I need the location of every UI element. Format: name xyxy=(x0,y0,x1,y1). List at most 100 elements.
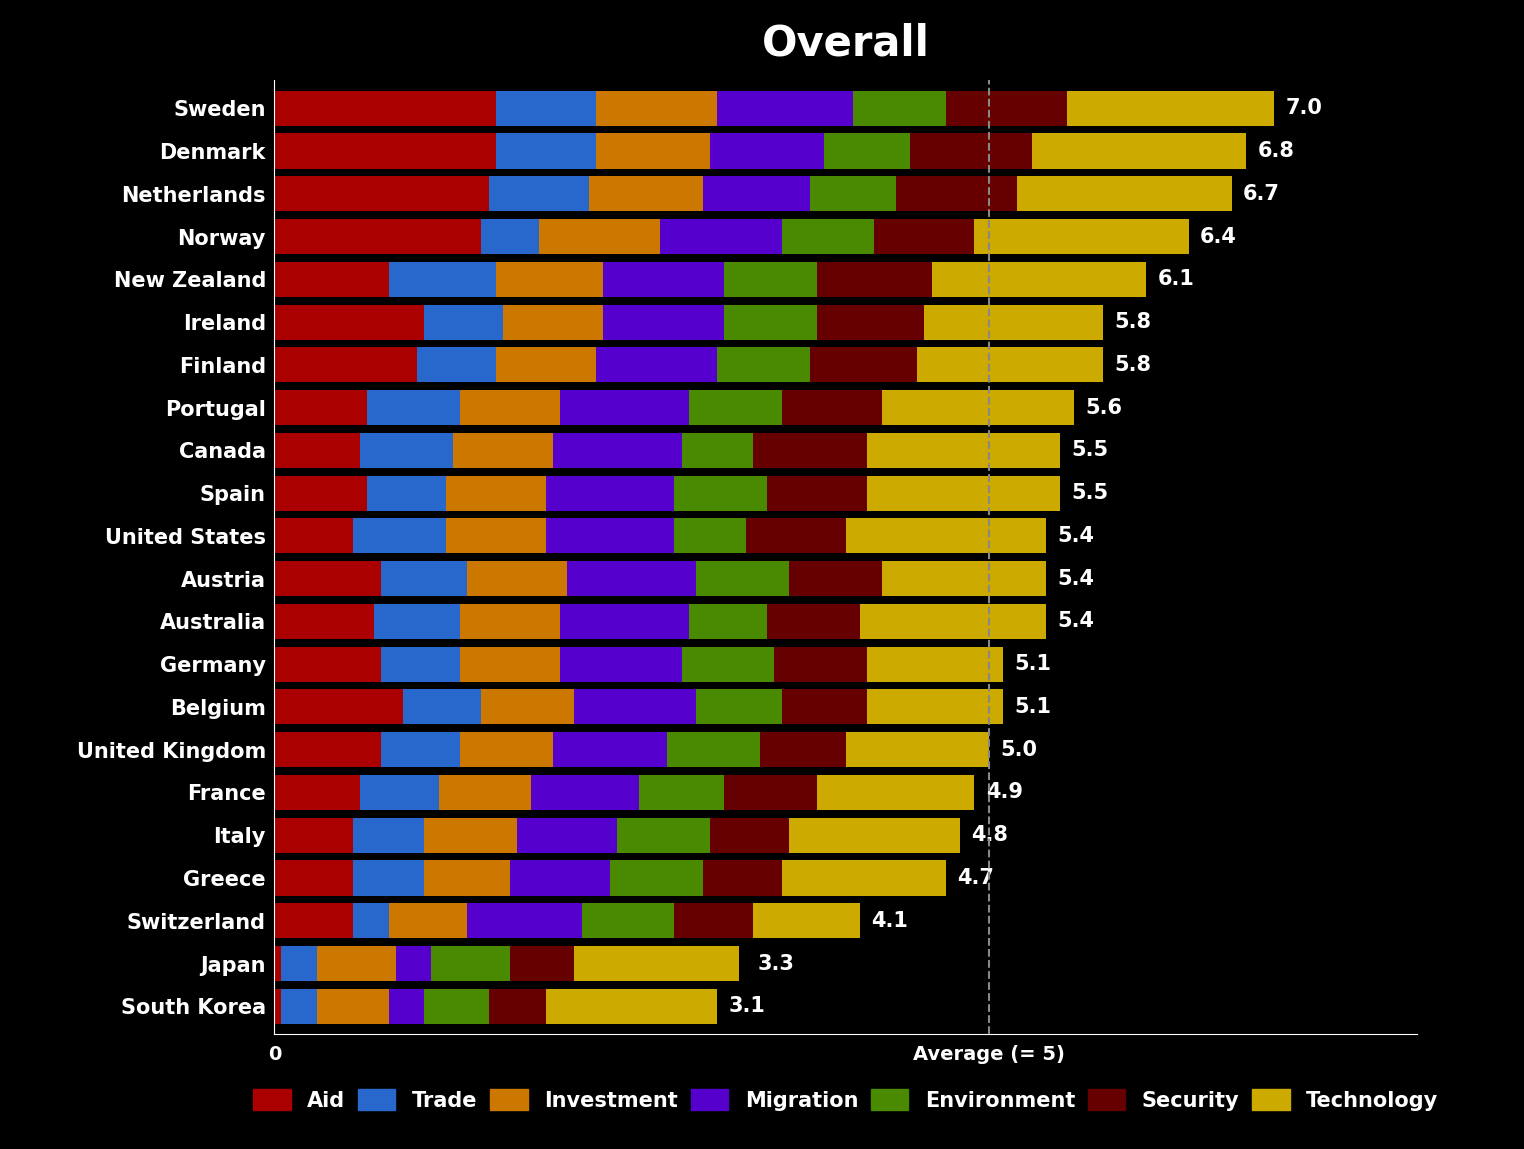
Bar xyxy=(604,304,724,340)
Text: 6.1: 6.1 xyxy=(1157,269,1195,290)
Bar xyxy=(511,861,610,895)
Bar xyxy=(389,903,468,939)
Bar xyxy=(503,304,604,340)
Bar xyxy=(559,647,681,681)
Bar xyxy=(511,946,575,981)
Bar xyxy=(453,433,553,468)
Bar xyxy=(375,604,460,639)
Bar xyxy=(710,133,824,169)
Bar xyxy=(445,476,546,510)
Bar xyxy=(817,774,974,810)
Bar xyxy=(381,561,468,596)
Bar xyxy=(367,390,460,425)
Bar xyxy=(760,732,846,768)
Bar xyxy=(867,433,1061,468)
Bar xyxy=(559,604,689,639)
Bar xyxy=(689,390,782,425)
Bar xyxy=(575,946,739,981)
Bar xyxy=(696,689,782,725)
Bar xyxy=(367,476,447,510)
Bar xyxy=(774,647,867,681)
Bar xyxy=(559,390,689,425)
Bar xyxy=(753,433,867,468)
Bar xyxy=(567,561,696,596)
Bar xyxy=(389,989,424,1024)
Bar xyxy=(1067,91,1274,125)
Bar xyxy=(974,219,1189,254)
Bar xyxy=(660,219,782,254)
Bar xyxy=(696,561,789,596)
Bar xyxy=(610,861,703,895)
Text: 4.8: 4.8 xyxy=(972,825,1009,846)
Bar xyxy=(1032,133,1245,169)
Bar xyxy=(317,989,389,1024)
Text: 4.7: 4.7 xyxy=(957,867,994,888)
Bar xyxy=(482,689,575,725)
Bar xyxy=(389,262,495,296)
Bar xyxy=(875,219,974,254)
Bar xyxy=(703,176,811,211)
Bar xyxy=(860,604,1045,639)
Bar xyxy=(468,561,567,596)
Bar xyxy=(811,176,896,211)
Bar xyxy=(745,518,846,554)
Text: 5.0: 5.0 xyxy=(1000,740,1038,759)
Bar xyxy=(588,176,703,211)
Bar xyxy=(354,861,424,895)
Bar xyxy=(546,476,674,510)
Bar xyxy=(282,989,317,1024)
Bar xyxy=(674,476,767,510)
Bar xyxy=(853,91,946,125)
Bar xyxy=(703,861,782,895)
Bar xyxy=(482,219,538,254)
Bar xyxy=(274,861,354,895)
Bar xyxy=(782,219,875,254)
Bar xyxy=(867,647,1003,681)
Bar xyxy=(517,818,617,853)
Bar xyxy=(689,604,767,639)
Bar xyxy=(274,732,381,768)
Bar xyxy=(360,774,439,810)
Text: 5.5: 5.5 xyxy=(1071,440,1108,461)
Bar xyxy=(824,133,910,169)
Bar xyxy=(274,304,424,340)
Bar xyxy=(489,989,546,1024)
Bar xyxy=(575,689,696,725)
Text: 5.8: 5.8 xyxy=(1114,355,1152,375)
Bar xyxy=(274,946,282,981)
Bar xyxy=(681,647,774,681)
Bar xyxy=(402,689,482,725)
Bar xyxy=(424,818,517,853)
Bar xyxy=(274,433,360,468)
Bar xyxy=(674,518,745,554)
Bar xyxy=(724,304,817,340)
Bar xyxy=(445,518,546,554)
Bar xyxy=(468,903,582,939)
Bar xyxy=(317,946,396,981)
Bar xyxy=(360,433,453,468)
Bar xyxy=(718,347,811,383)
Bar xyxy=(274,133,495,169)
Bar xyxy=(767,476,867,510)
Bar xyxy=(495,262,604,296)
Bar xyxy=(789,818,960,853)
Bar xyxy=(532,774,639,810)
Bar xyxy=(846,518,1045,554)
Bar xyxy=(881,390,1074,425)
Bar xyxy=(753,903,860,939)
Text: 5.6: 5.6 xyxy=(1085,398,1123,417)
Bar xyxy=(767,604,860,639)
Bar xyxy=(782,861,946,895)
Bar xyxy=(460,732,553,768)
Bar xyxy=(782,689,867,725)
Text: 6.4: 6.4 xyxy=(1201,226,1237,247)
Text: 5.1: 5.1 xyxy=(1015,697,1052,717)
Bar xyxy=(274,818,354,853)
Bar xyxy=(495,91,596,125)
Text: 6.8: 6.8 xyxy=(1257,141,1294,161)
Bar xyxy=(724,262,817,296)
Legend: Aid, Trade, Investment, Migration, Environment, Security, Technology: Aid, Trade, Investment, Migration, Envir… xyxy=(245,1081,1446,1119)
Bar xyxy=(553,433,681,468)
Text: 5.8: 5.8 xyxy=(1114,313,1152,332)
Bar xyxy=(674,903,753,939)
